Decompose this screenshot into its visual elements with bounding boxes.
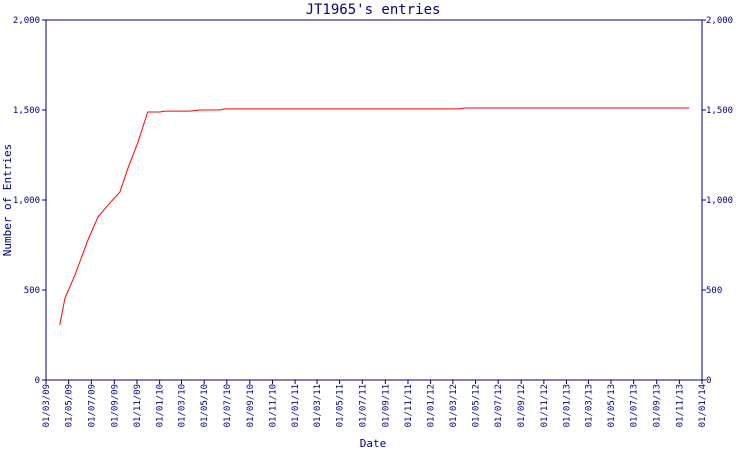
plot-frame bbox=[45, 19, 703, 381]
x-tick-label: 01/09/10 bbox=[246, 384, 256, 427]
y-tick-label: 2,000 bbox=[13, 16, 40, 26]
data-line bbox=[59, 107, 690, 326]
x-tick-label: 01/11/11 bbox=[404, 384, 414, 427]
y-tick-label: 0 bbox=[35, 376, 40, 386]
x-tick-label: 01/11/09 bbox=[133, 384, 143, 427]
y-tick-label: 1,000 bbox=[13, 196, 40, 206]
y-tick-label: 500 bbox=[24, 286, 40, 296]
x-tick-label: 01/09/09 bbox=[110, 384, 120, 427]
x-tick-label: 01/07/11 bbox=[358, 384, 368, 427]
x-tick-label: 01/03/12 bbox=[449, 384, 459, 427]
y2-tick-label: 1,000 bbox=[706, 196, 733, 206]
y2-tick-label: 0 bbox=[706, 376, 711, 386]
x-tick-label: 01/01/13 bbox=[562, 384, 572, 427]
y-tick-label: 1,500 bbox=[13, 106, 40, 116]
x-tick-label: 01/05/10 bbox=[200, 384, 210, 427]
y-axis-title: Number of Entries bbox=[1, 144, 14, 257]
x-tick-label: 01/07/10 bbox=[223, 384, 233, 427]
x-tick-label: 01/07/09 bbox=[87, 384, 97, 427]
x-tick-label: 01/03/10 bbox=[178, 384, 188, 427]
x-tick-label: 01/01/14 bbox=[698, 384, 708, 427]
x-tick-label: 01/05/09 bbox=[65, 384, 75, 427]
chart-title: JT1965's entries bbox=[306, 2, 441, 18]
x-tick-label: 01/09/11 bbox=[381, 384, 391, 427]
x-axis-title: Date bbox=[360, 437, 387, 450]
x-tick-label: 01/11/10 bbox=[268, 384, 278, 427]
y2-tick-label: 2,000 bbox=[706, 16, 733, 26]
y2-tick-label: 1,500 bbox=[706, 106, 733, 116]
y2-tick-label: 500 bbox=[706, 286, 722, 296]
x-tick-label: 01/11/12 bbox=[540, 384, 550, 427]
x-tick-label: 01/05/11 bbox=[336, 384, 346, 427]
x-tick-label: 01/05/12 bbox=[472, 384, 482, 427]
x-tick-label: 01/01/12 bbox=[427, 384, 437, 427]
x-tick-label: 01/05/13 bbox=[607, 384, 617, 427]
x-tick-label: 01/11/13 bbox=[675, 384, 685, 427]
x-tick-label: 01/03/09 bbox=[42, 384, 52, 427]
x-tick-label: 01/09/13 bbox=[653, 384, 663, 427]
x-tick-label: 01/07/13 bbox=[630, 384, 640, 427]
x-tick-label: 01/03/13 bbox=[584, 384, 594, 427]
x-tick-label: 01/01/10 bbox=[156, 384, 166, 427]
x-tick-label: 01/07/12 bbox=[494, 384, 504, 427]
x-tick-label: 01/01/11 bbox=[291, 384, 301, 427]
x-tick-label: 01/03/11 bbox=[313, 384, 323, 427]
x-tick-label: 01/09/12 bbox=[517, 384, 527, 427]
